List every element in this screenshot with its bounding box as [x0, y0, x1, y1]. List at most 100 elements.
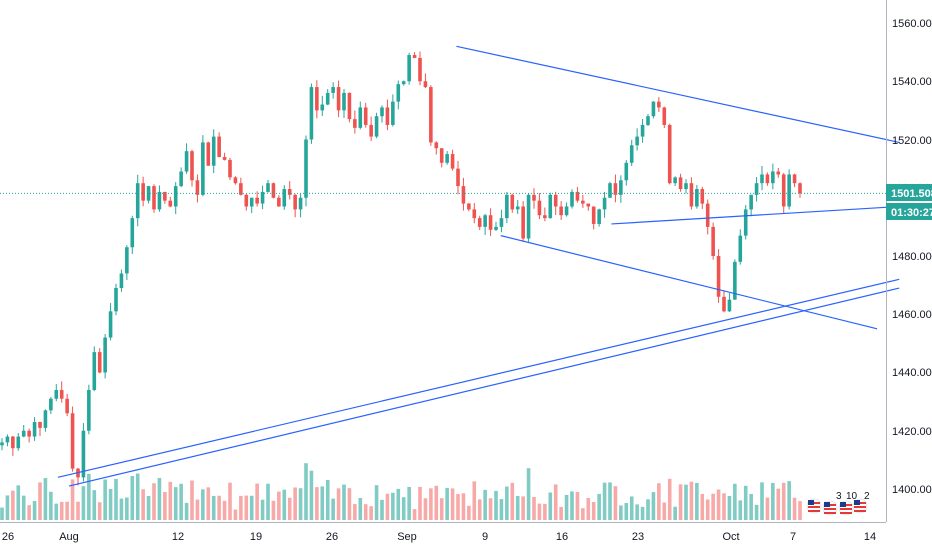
candle-body — [228, 160, 232, 177]
volume-bar — [158, 478, 162, 520]
candle-body — [141, 183, 145, 200]
candle-body — [92, 352, 96, 390]
volume-bar — [679, 484, 683, 520]
candle-body — [760, 174, 764, 183]
volume-bar — [695, 483, 699, 520]
candle-body — [109, 311, 113, 337]
volume-bar — [462, 493, 466, 520]
volume-bar — [690, 482, 694, 520]
volume-bar — [185, 503, 189, 520]
candle-body — [217, 137, 221, 157]
candle-body — [33, 422, 37, 437]
candle-body — [434, 142, 438, 148]
volume-bar — [434, 486, 438, 520]
volume-bar — [451, 488, 455, 520]
time-tick: 9 — [482, 531, 488, 543]
volume-bar — [234, 510, 238, 520]
volume-bar — [103, 479, 107, 520]
volume-bar — [179, 484, 183, 520]
volume-bar — [141, 489, 145, 520]
volume-bar — [483, 490, 487, 520]
volume-bar — [152, 483, 156, 520]
candle-body — [570, 192, 574, 207]
volume-bar — [711, 494, 715, 520]
candle-body — [489, 215, 493, 230]
volume-bar — [272, 501, 276, 520]
volume-bar — [581, 508, 585, 520]
volume-bar — [760, 482, 764, 520]
candle-body — [717, 256, 721, 297]
time-axis[interactable]: 26 Aug 12 19 26 Sep 9 16 23 Oct 7 14 — [0, 523, 886, 544]
candle-body — [679, 177, 683, 189]
volume-bar — [418, 487, 422, 520]
time-tick: 7 — [790, 531, 796, 543]
us-flag-icon[interactable] — [823, 501, 837, 515]
candle-body — [445, 154, 449, 163]
volume-bar — [440, 498, 444, 520]
price-tick: 1440.000 — [892, 367, 932, 379]
time-tick: Aug — [59, 531, 79, 543]
volume-bar — [0, 508, 4, 520]
candle-body — [163, 192, 167, 201]
volume-bar — [722, 493, 726, 520]
candle-body — [49, 399, 53, 411]
volume-bar — [6, 495, 10, 520]
candle-body — [782, 174, 786, 206]
candle-body — [494, 227, 498, 230]
volume-bar — [608, 482, 612, 520]
candle-body — [673, 177, 677, 183]
volume-bar — [456, 494, 460, 520]
us-flag-icon[interactable] — [839, 501, 853, 515]
event-flags[interactable]: 3 10 2 — [807, 491, 870, 515]
candle-body — [201, 142, 205, 194]
candle-body — [44, 410, 48, 427]
volume-bar — [163, 492, 167, 520]
candle-body — [722, 297, 726, 312]
candle-body — [277, 198, 281, 207]
candle-body — [255, 198, 259, 204]
candle-body — [467, 204, 471, 210]
volume-bar — [391, 493, 395, 520]
volume-bar — [798, 501, 802, 520]
volume-bar — [548, 493, 552, 520]
volume-bar — [386, 494, 390, 520]
volume-bar — [38, 482, 42, 520]
volume-bar — [510, 483, 514, 520]
candle-body — [380, 107, 384, 116]
volume-bar — [467, 506, 471, 520]
volume-bar — [174, 487, 178, 520]
candle-body — [695, 189, 699, 206]
candle-body — [190, 151, 194, 180]
candle-body — [690, 183, 694, 206]
volume-bar — [353, 504, 357, 520]
candle-body — [130, 218, 134, 247]
volume-bar — [543, 504, 547, 520]
volume-bar — [380, 500, 384, 520]
candle-body — [293, 195, 297, 210]
volume-bar — [576, 492, 580, 520]
candle-body — [120, 273, 124, 288]
candle-body — [592, 206, 596, 223]
candle-body — [462, 186, 466, 203]
volume-bar — [614, 486, 618, 520]
us-flag-icon[interactable] — [807, 499, 821, 513]
volume-bar — [49, 492, 53, 520]
candle-body — [402, 81, 406, 84]
candle-body — [456, 169, 460, 186]
time-tick: 14 — [864, 531, 876, 543]
volume-bar — [244, 496, 248, 520]
volume-bar — [619, 505, 623, 520]
volume-bar — [326, 480, 330, 520]
candle-body — [158, 192, 162, 209]
trendline — [611, 206, 899, 223]
volume-bar — [168, 482, 172, 520]
volume-layer — [0, 463, 802, 520]
candle-body — [174, 186, 178, 206]
price-tick: 1460.000 — [892, 309, 932, 321]
candle-body — [391, 102, 395, 125]
candle-body — [212, 137, 216, 166]
price-axis[interactable]: 1560.000 1540.000 1520.000 1480.000 1460… — [887, 0, 932, 522]
candle-body — [364, 107, 368, 124]
